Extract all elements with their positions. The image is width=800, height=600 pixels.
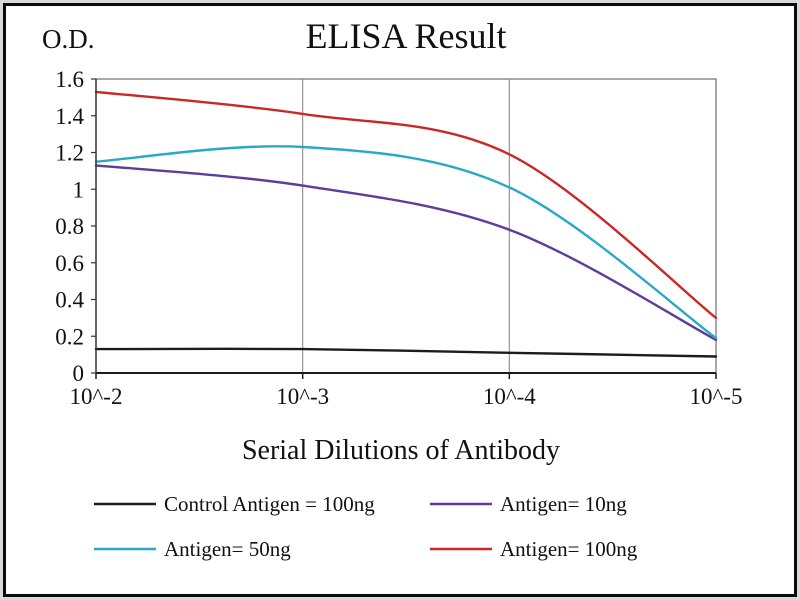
y-axis-title: O.D. xyxy=(42,24,95,54)
y-tick-label: 1.2 xyxy=(55,141,84,166)
axes xyxy=(91,78,717,379)
legend-item-control-antigen-100ng: Control Antigen = 100ng xyxy=(94,492,375,516)
y-tick-label: 1.6 xyxy=(55,67,84,92)
y-tick-label: 1 xyxy=(73,177,85,202)
y-tick-label: 0.2 xyxy=(55,324,84,349)
chart-svg: ELISA Result O.D. 0 0.2 0.4 0.6 0.8 1 1.2 1.4 1.6 1… xyxy=(42,16,742,561)
x-tick-label: 10^-5 xyxy=(690,384,743,409)
legend-item-antigen-50ng: Antigen= 50ng xyxy=(94,537,291,561)
legend-label: Antigen= 10ng xyxy=(500,492,627,516)
y-tick-label: 0.8 xyxy=(55,214,84,239)
elisa-chart: ELISA Result O.D. 0 0.2 0.4 0.6 0.8 1 1.2 1.4 1.6 1… xyxy=(3,3,797,597)
x-tick-label: 10^-3 xyxy=(276,384,329,409)
series-line-antigen-10ng xyxy=(94,164,718,342)
series-line-antigen-50ng xyxy=(94,145,718,340)
y-tick-label: 0 xyxy=(73,361,85,386)
y-tick-label: 1.4 xyxy=(55,104,84,129)
series-lines xyxy=(94,90,718,358)
legend-label: Antigen= 50ng xyxy=(164,537,291,561)
y-tick-label: 0.4 xyxy=(55,288,84,313)
legend: Control Antigen = 100ng Antigen= 10ng Anti… xyxy=(94,492,638,561)
plot-area xyxy=(95,78,717,374)
y-tick-label: 0.6 xyxy=(55,251,84,276)
x-axis-title: Serial Dilutions of Antibody xyxy=(242,435,560,466)
plot-grid xyxy=(95,78,717,374)
series-line-antigen-100ng xyxy=(94,90,718,320)
axis-labels: ELISA Result O.D. 0 0.2 0.4 0.6 0.8 1 1.2 1.4 1.6 1… xyxy=(42,16,742,466)
x-tick-label: 10^-2 xyxy=(70,384,123,409)
series-line-control-antigen-100ng xyxy=(94,347,718,358)
legend-item-antigen-100ng: Antigen= 100ng xyxy=(430,537,638,561)
legend-label: Control Antigen = 100ng xyxy=(164,492,375,516)
chart-title: ELISA Result xyxy=(305,16,506,56)
x-tick-label: 10^-4 xyxy=(483,384,536,409)
legend-item-antigen-10ng: Antigen= 10ng xyxy=(430,492,627,516)
legend-label: Antigen= 100ng xyxy=(500,537,638,561)
